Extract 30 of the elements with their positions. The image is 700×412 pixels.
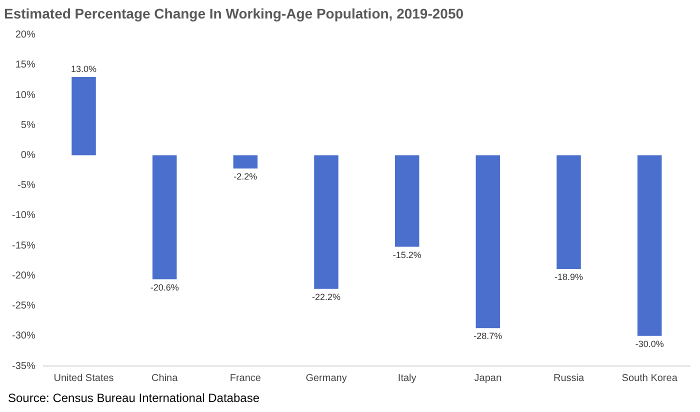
y-tick-label: 5% [20, 120, 36, 131]
data-label: -28.7% [474, 331, 502, 342]
data-label: -18.9% [554, 272, 584, 282]
x-tick-label: Japan [474, 372, 502, 384]
data-label: -30.0% [635, 338, 664, 349]
y-tick-label: -25% [12, 300, 36, 312]
y-tick-label: -30% [12, 330, 36, 342]
x-tick-label: France [230, 372, 262, 384]
y-tick-label: 20% [15, 30, 36, 41]
y-tick-label: -20% [12, 270, 36, 282]
data-label: -15.2% [392, 250, 422, 260]
data-label: -20.6% [150, 282, 179, 292]
y-tick-label: -10% [12, 210, 36, 222]
x-tick-label: China [152, 372, 178, 384]
chart-title: Estimated Percentage Change In Working-Age Population, 2019-2050 [4, 5, 464, 22]
x-tick-label: Russia [553, 372, 584, 384]
y-tick-label: -15% [12, 240, 36, 252]
x-tick-label: South Korea [622, 372, 678, 384]
source-note: Source: Census Bureau International Database [7, 390, 260, 406]
x-tick-label: Italy [398, 372, 416, 384]
y-tick-label: 10% [15, 90, 36, 101]
data-label: -2.2% [234, 171, 258, 182]
y-tick-label: 15% [15, 60, 36, 71]
x-tick-label: United States [54, 372, 114, 384]
y-tick-label: -35% [12, 360, 36, 372]
y-tick-label: -5% [18, 180, 36, 192]
data-label: -22.2% [312, 292, 341, 302]
y-tick-label: 0% [20, 150, 36, 161]
data-label: 13.0% [70, 64, 97, 74]
x-tick-label: Germany [306, 372, 347, 384]
